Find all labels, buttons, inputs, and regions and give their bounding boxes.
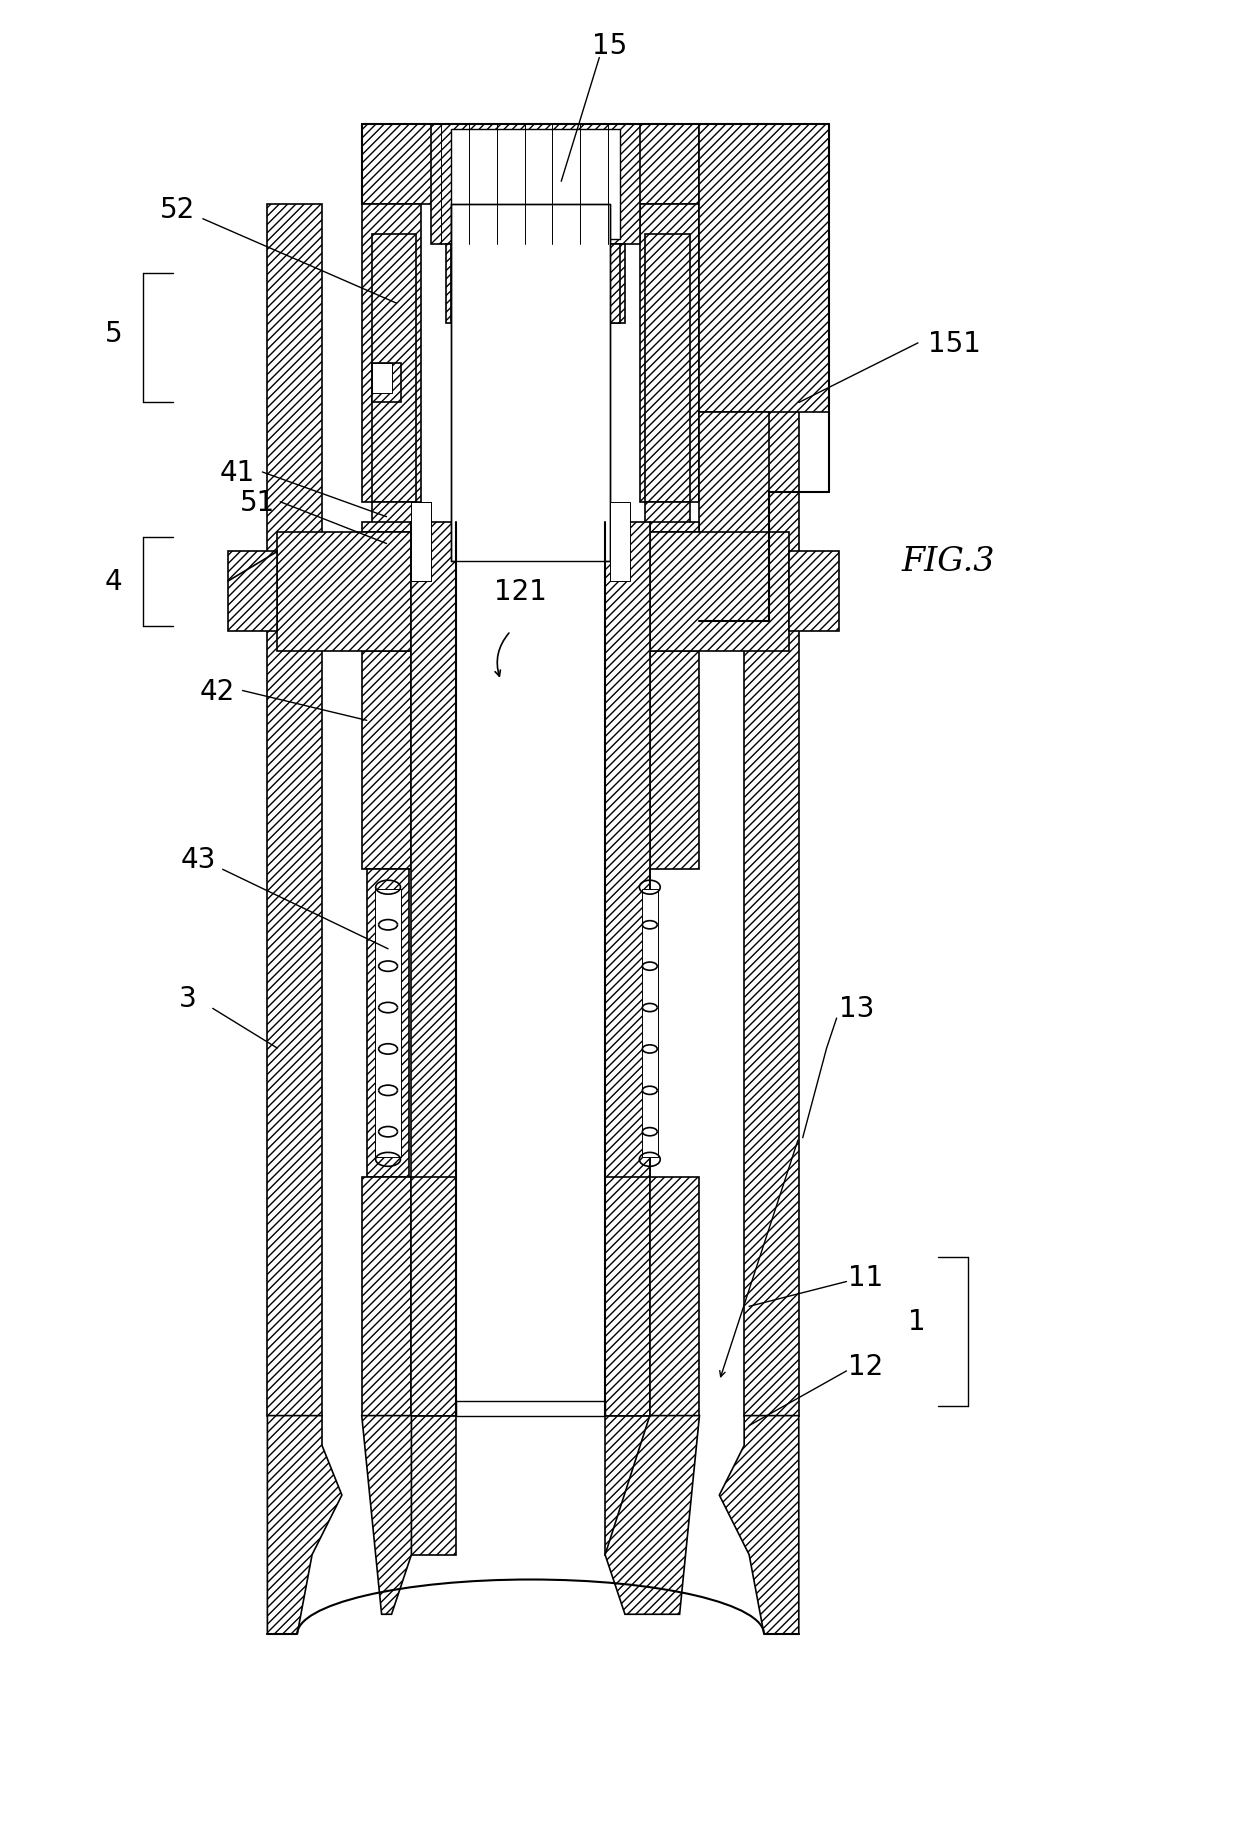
Bar [645, 234, 689, 502]
Text: FIG.3: FIG.3 [901, 546, 994, 579]
Polygon shape [605, 1416, 699, 1614]
Text: 13: 13 [838, 995, 874, 1022]
Bar [451, 244, 620, 324]
Bar [456, 1361, 605, 1401]
Bar [372, 363, 392, 394]
Bar [298, 1634, 764, 1663]
Text: 121: 121 [495, 577, 547, 606]
Text: 4: 4 [104, 568, 123, 595]
Bar [610, 502, 630, 583]
Bar [466, 249, 605, 319]
Polygon shape [228, 551, 278, 583]
Bar [605, 522, 650, 1416]
Text: 1: 1 [908, 1308, 926, 1336]
Bar [362, 1178, 412, 1416]
Polygon shape [228, 551, 278, 632]
Bar [374, 890, 402, 1158]
Text: 52: 52 [160, 196, 196, 224]
Polygon shape [789, 551, 838, 632]
Bar [451, 130, 620, 240]
Bar [382, 537, 417, 557]
Text: 51: 51 [239, 489, 275, 517]
Bar [412, 1416, 456, 1555]
Polygon shape [650, 533, 789, 652]
Bar [362, 522, 412, 533]
Bar [645, 502, 689, 537]
Bar [456, 522, 605, 1416]
Bar [605, 1178, 650, 1416]
Bar [650, 1178, 699, 1416]
Bar [372, 502, 417, 537]
Bar [640, 205, 699, 502]
Polygon shape [278, 533, 412, 652]
Bar [605, 1416, 650, 1555]
Bar [362, 652, 412, 870]
Text: 43: 43 [180, 846, 216, 874]
Bar [446, 244, 625, 324]
Bar [372, 234, 417, 502]
Text: 11: 11 [848, 1262, 884, 1292]
Text: 12: 12 [848, 1352, 884, 1379]
Bar [456, 1401, 605, 1416]
Bar [699, 125, 828, 414]
Text: 5: 5 [104, 321, 123, 348]
Polygon shape [719, 1416, 799, 1634]
Text: 42: 42 [200, 678, 236, 705]
Text: 15: 15 [593, 31, 627, 60]
Bar [372, 363, 402, 403]
Bar [699, 414, 769, 542]
Bar [650, 522, 699, 533]
Polygon shape [268, 1416, 342, 1634]
Text: 151: 151 [928, 330, 981, 357]
Bar [412, 502, 432, 583]
Bar [362, 125, 699, 205]
Bar [642, 890, 657, 1158]
Polygon shape [362, 1416, 412, 1614]
Bar [362, 205, 422, 502]
Bar [451, 205, 610, 562]
Bar [412, 522, 456, 1416]
Text: 41: 41 [219, 458, 255, 487]
Bar [650, 652, 699, 870]
Text: 3: 3 [179, 986, 197, 1013]
Bar [268, 205, 322, 1416]
Bar [744, 205, 799, 1416]
Bar [645, 537, 680, 557]
Bar [367, 870, 409, 1178]
Bar [412, 1178, 456, 1416]
Bar [432, 125, 640, 244]
